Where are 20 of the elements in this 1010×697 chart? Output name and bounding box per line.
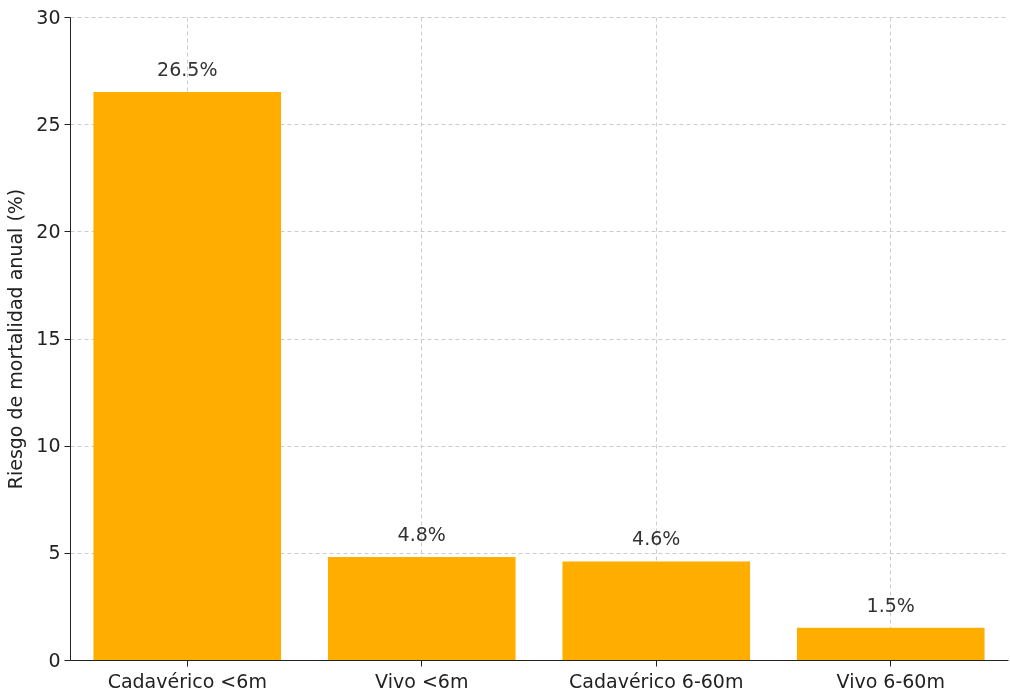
- x-tick-label: Vivo <6m: [375, 669, 469, 692]
- y-tick-label: 30: [36, 5, 61, 28]
- data-label: 4.6%: [632, 527, 681, 550]
- y-tick-label: 0: [48, 648, 61, 671]
- y-tick-label: 10: [36, 434, 61, 457]
- data-label: 26.5%: [157, 58, 218, 81]
- bar: [327, 557, 516, 660]
- x-tick-label: Vivo 6-60m: [836, 669, 945, 692]
- data-label: 4.8%: [397, 523, 446, 546]
- y-tick-label: 5: [48, 541, 61, 564]
- bar: [796, 627, 985, 660]
- y-axis-title: Riesgo de mortalidad anual (%): [4, 188, 27, 490]
- x-tick-label: Cadavérico 6-60m: [569, 669, 744, 692]
- bar: [562, 561, 751, 660]
- x-tick-label: Cadavérico <6m: [107, 669, 267, 692]
- bar: [93, 92, 282, 660]
- data-label: 1.5%: [866, 593, 915, 616]
- y-tick-label: 15: [36, 327, 61, 349]
- y-tick-label: 25: [36, 112, 61, 135]
- y-tick-label: 20: [36, 219, 61, 242]
